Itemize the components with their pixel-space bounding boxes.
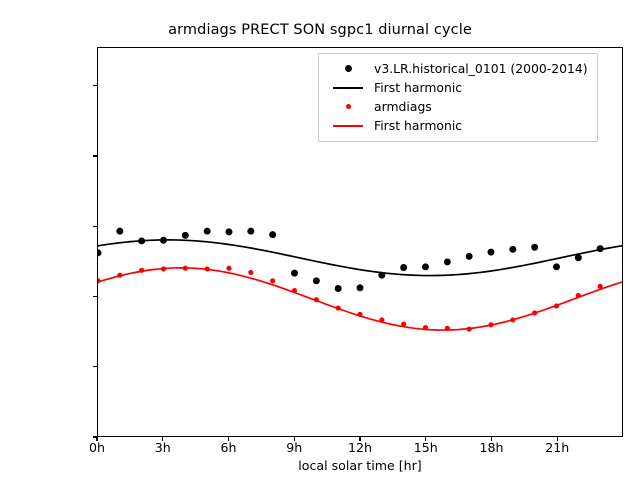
scatter-series (98, 265, 603, 332)
legend-label: First harmonic (374, 80, 463, 95)
x-tick-label: 6h (220, 440, 237, 455)
data-point (203, 227, 211, 235)
x-tick-mark (227, 437, 230, 441)
x-tick-mark (490, 437, 493, 441)
x-tick-mark (162, 437, 164, 441)
y-tick-mark (93, 436, 97, 438)
data-point (487, 248, 495, 256)
data-layer (98, 48, 622, 436)
legend-key-line (328, 116, 368, 135)
x-tick-mark (96, 437, 98, 441)
y-tick-mark (93, 155, 97, 157)
scatter-series (98, 227, 604, 292)
legend-key-line (328, 78, 368, 97)
legend-label: v3.LR.historical_0101 (2000-2014) (374, 61, 588, 76)
x-tick-mark (293, 437, 295, 441)
legend-item: v3.LR.historical_0101 (2000-2014) (328, 59, 588, 78)
data-point (291, 269, 298, 277)
data-point (509, 245, 517, 253)
x-tick-label: 18h (479, 440, 504, 455)
x-tick-label: 15h (413, 440, 438, 455)
x-tick-label: 9h (286, 440, 303, 455)
data-point (247, 227, 255, 235)
plot-area (97, 47, 623, 437)
y-tick-mark (93, 366, 97, 368)
data-point (597, 283, 603, 289)
data-point (248, 269, 254, 275)
harmonic-line (98, 239, 622, 277)
x-tick-label: 12h (347, 440, 372, 455)
data-point (225, 228, 233, 236)
data-point (443, 258, 451, 266)
legend-marker-dot-icon (345, 104, 351, 109)
data-point (269, 231, 277, 239)
legend-marker-line-icon (333, 124, 363, 127)
data-point (270, 278, 276, 284)
legend-key-dot (328, 59, 368, 78)
data-point (181, 231, 189, 239)
data-point (98, 249, 102, 257)
data-point (401, 321, 407, 327)
x-tick-mark (556, 437, 558, 441)
data-point (574, 254, 582, 262)
legend-marker-dot-icon (344, 65, 352, 72)
legend-item: First harmonic (328, 78, 588, 97)
data-point (553, 263, 560, 271)
y-tick-mark (93, 295, 97, 298)
data-point (422, 263, 429, 271)
chart-title: armdiags PRECT SON sgpc1 diurnal cycle (168, 22, 472, 38)
legend-item: armdiags (328, 97, 588, 116)
legend-key-dot (328, 97, 368, 116)
harmonic-line (98, 267, 622, 331)
data-point (226, 265, 232, 271)
x-tick-label: 3h (154, 440, 171, 455)
data-point (400, 264, 408, 272)
data-point (312, 277, 320, 285)
y-tick-mark (93, 84, 97, 87)
y-tick-mark (93, 225, 97, 227)
legend-box: v3.LR.historical_0101 (2000-2014) First h… (318, 53, 598, 142)
x-tick-mark (359, 437, 361, 441)
data-point (465, 252, 473, 260)
data-svg (98, 227, 622, 332)
x-tick-label: 21h (545, 440, 570, 455)
x-axis-label: local solar time [hr] (298, 458, 422, 473)
legend-marker-line-icon (333, 86, 363, 89)
legend-label: First harmonic (374, 118, 463, 133)
data-point (531, 243, 539, 251)
data-point (356, 284, 364, 292)
legend-item: First harmonic (328, 116, 588, 135)
harmonic-curve (98, 239, 622, 277)
x-tick-label: 0h (89, 440, 105, 455)
data-point (116, 227, 124, 235)
x-tick-mark (425, 437, 427, 441)
harmonic-curve (98, 267, 622, 331)
legend-label: armdiags (374, 99, 432, 114)
data-point (334, 285, 342, 292)
